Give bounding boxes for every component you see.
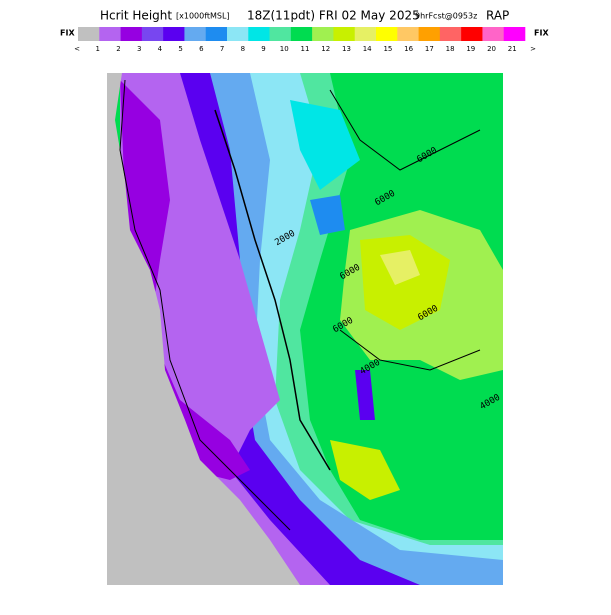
colorbar-label: 17: [425, 45, 434, 53]
colorbar-swatch: [184, 27, 207, 41]
colorbar-swatch: [78, 27, 100, 41]
colorbar-swatch: [120, 27, 143, 41]
colorbar-label: 9: [261, 45, 265, 53]
colorbar-swatch: [418, 27, 441, 41]
colorbar-label: 15: [383, 45, 392, 53]
colorbar-swatch: [461, 27, 483, 41]
field-blob: [355, 370, 375, 420]
time: 18Z(11pdt) FRI 02 May 2025: [247, 9, 420, 23]
units: [x1000ftMSL]: [176, 12, 230, 21]
colorbar-swatch: [333, 27, 356, 41]
field-blob: [310, 195, 345, 235]
contour: [119, 79, 291, 531]
colorbar-label: 16: [404, 45, 413, 53]
colorbar-label: 12: [321, 45, 330, 53]
colorbar-swatch: [397, 27, 419, 41]
colorbar-right-label: FIX: [534, 29, 549, 38]
colorbar-label: 5: [178, 45, 182, 53]
colorbar-swatch: [290, 27, 313, 41]
colorbar-label: 18: [446, 45, 455, 53]
colorbar-swatch: [482, 27, 505, 41]
colorbar-left-label: FIX: [60, 29, 75, 38]
colorbar: <1 2 3 4 5 6 7 8 9 10 11 12 13 14 15 16 17 18 19 20 21 >: [74, 27, 536, 53]
colorbar-label: >: [530, 45, 536, 53]
field-band: [120, 73, 330, 585]
contour: [329, 89, 481, 171]
colorbar-label: 14: [363, 45, 372, 53]
colorbar-swatch: [376, 27, 398, 41]
model: RAP: [486, 9, 509, 23]
colorbar-swatch: [354, 27, 377, 41]
colorbar-swatch: [269, 27, 292, 41]
contour: [214, 109, 331, 471]
colorbar-label: 1: [95, 45, 99, 53]
colorbar-label: 7: [220, 45, 224, 53]
colorbar-label: 6: [199, 45, 204, 53]
colorbar-swatch: [163, 27, 185, 41]
colorbar-label: 2: [116, 45, 120, 53]
title: Hcrit Height: [100, 9, 172, 23]
colorbar-label: 3: [137, 45, 141, 53]
colorbar-label: 11: [301, 45, 310, 53]
colorbar-swatch: [205, 27, 228, 41]
colorbar-label: 13: [342, 45, 351, 53]
colorbar-label: 19: [466, 45, 475, 53]
colorbar-label: 21: [508, 45, 517, 53]
colorbar-swatch: [99, 27, 121, 41]
colorbar-label: 10: [280, 45, 289, 53]
colorbar-label: <: [74, 45, 80, 53]
map: [107, 73, 503, 585]
field-blob: [380, 250, 420, 285]
colorbar-swatch: [312, 27, 334, 41]
colorbar-swatch: [248, 27, 270, 41]
land-outside: [107, 73, 300, 585]
colorbar-swatch: [439, 27, 462, 41]
forecast: 9hrFcst@0953z: [415, 12, 477, 21]
colorbar-swatch: [141, 27, 164, 41]
contour: [339, 329, 481, 371]
field-band: [290, 100, 360, 190]
colorbar-swatch: [503, 27, 526, 41]
colorbar-label: 4: [158, 45, 163, 53]
field-blob: [330, 440, 400, 500]
colorbar-label: 8: [241, 45, 245, 53]
colorbar-swatch: [227, 27, 249, 41]
colorbar-label: 20: [487, 45, 496, 53]
